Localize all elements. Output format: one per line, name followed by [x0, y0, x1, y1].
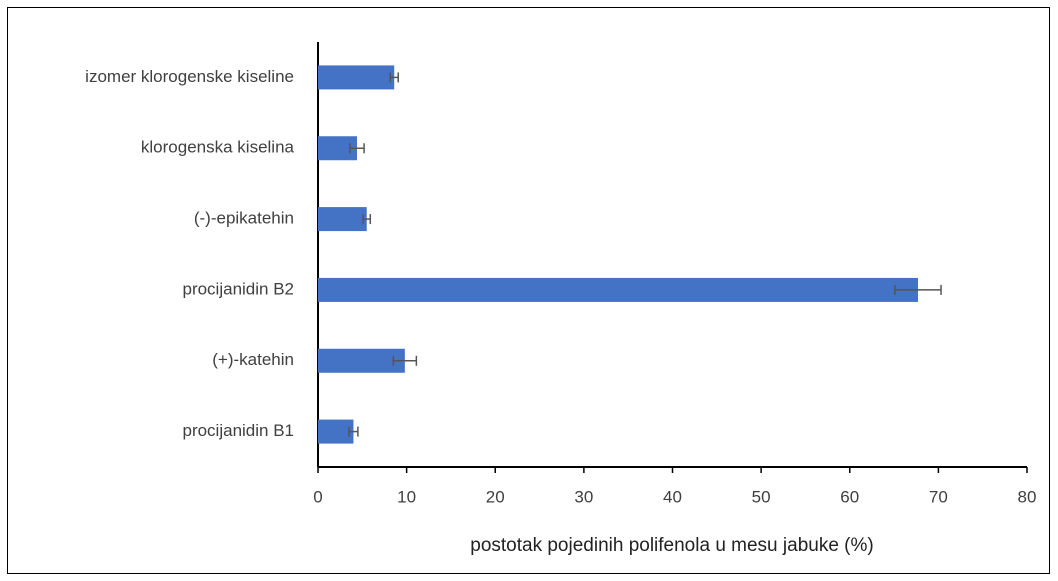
x-tick-label: 70: [929, 487, 948, 506]
y-tick-label: procijanidin B2: [182, 279, 294, 298]
x-tick-label: 10: [397, 487, 416, 506]
x-tick-label: 50: [752, 487, 771, 506]
x-tick-label: 60: [840, 487, 859, 506]
x-tick-label: 80: [1018, 487, 1037, 506]
y-tick-label: izomer klorogenske kiseline: [85, 67, 294, 86]
bar: [318, 207, 367, 232]
error-bar: [349, 143, 365, 154]
error-bar: [894, 284, 942, 295]
error-bar: [389, 72, 399, 83]
y-tick-label: klorogenska kiselina: [141, 138, 295, 157]
error-bar: [348, 426, 359, 437]
x-axis-title: postotak pojedinih polifenola u mesu jab…: [470, 535, 873, 556]
x-tick-label: 40: [663, 487, 682, 506]
y-tick-label: (-)-epikatehin: [194, 209, 294, 228]
y-tick-label: procijanidin B1: [182, 421, 294, 440]
error-bar: [362, 214, 372, 225]
bar: [318, 348, 405, 373]
bar: [318, 65, 395, 90]
bar: [318, 277, 918, 302]
y-tick-label: (+)-katehin: [212, 350, 294, 369]
bar: [318, 419, 354, 444]
x-tick-label: 30: [574, 487, 593, 506]
error-bar: [392, 355, 418, 366]
x-tick-label: 20: [486, 487, 505, 506]
x-tick-label: 0: [313, 487, 322, 506]
